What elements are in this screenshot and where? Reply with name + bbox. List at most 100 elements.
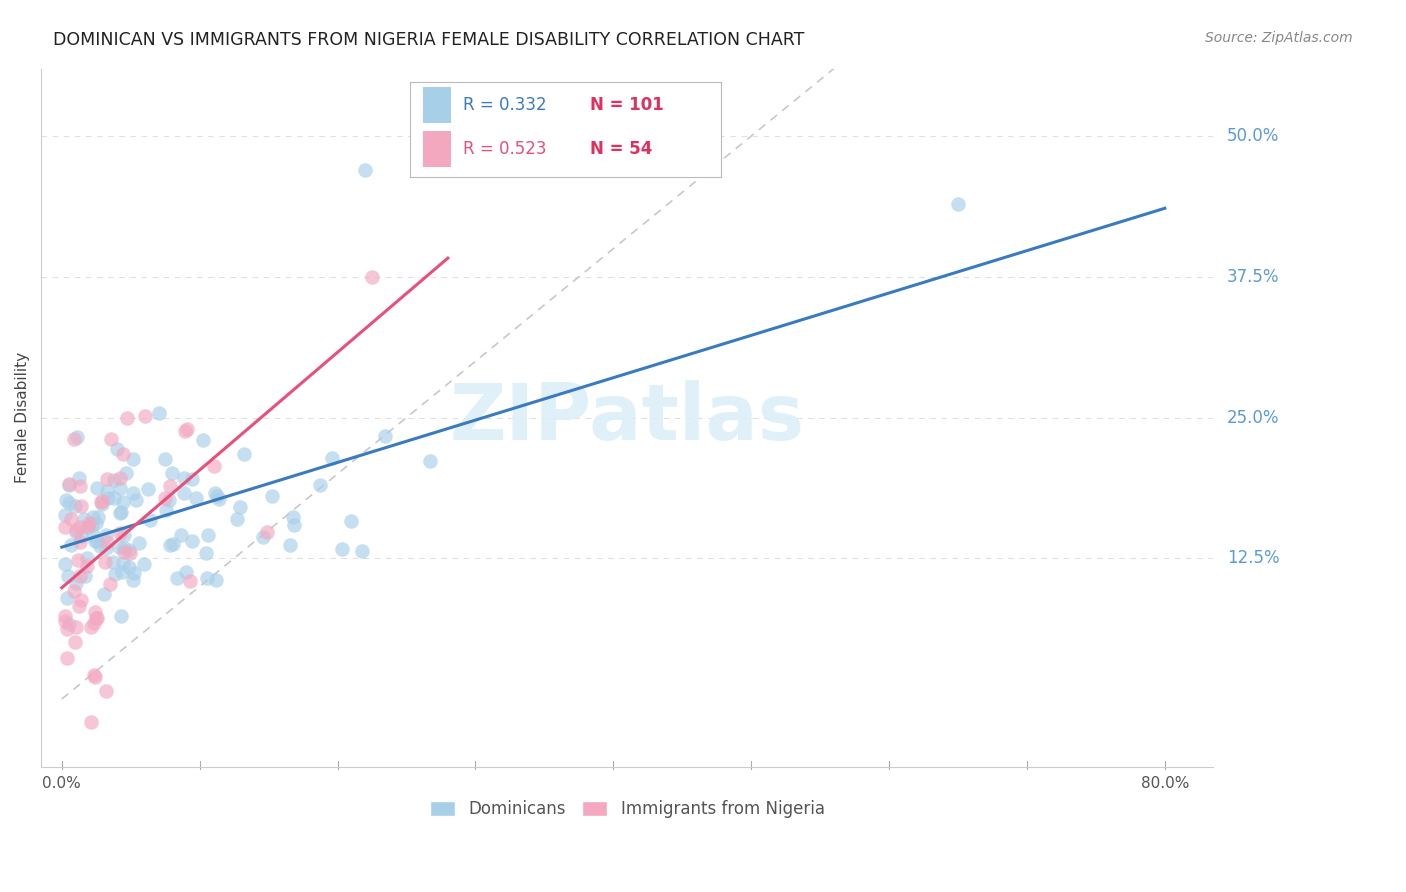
- Point: [65, 523, 87, 537]
- Point: [181, 533, 204, 548]
- Point: [309, 477, 332, 491]
- Point: [128, 536, 150, 550]
- Point: [53, 614, 76, 628]
- Point: [174, 565, 197, 579]
- Point: [91, 497, 114, 511]
- Point: [76, 551, 98, 566]
- Point: [252, 530, 274, 544]
- Point: [63, 584, 86, 599]
- Point: [108, 481, 131, 495]
- Point: [419, 454, 441, 468]
- Point: [283, 517, 305, 532]
- Point: [63, 432, 86, 446]
- Point: [134, 409, 156, 424]
- Text: DOMINICAN VS IMMIGRANTS FROM NIGERIA FEMALE DISABILITY CORRELATION CHART: DOMINICAN VS IMMIGRANTS FROM NIGERIA FEM…: [53, 31, 804, 49]
- Point: [58, 569, 80, 583]
- Point: [110, 609, 132, 624]
- Text: 0.0%: 0.0%: [42, 775, 82, 790]
- Point: [170, 528, 193, 542]
- Point: [96, 528, 118, 542]
- Point: [53, 558, 76, 572]
- Point: [208, 492, 231, 507]
- Point: [111, 556, 134, 570]
- Point: [82, 528, 104, 542]
- Point: [53, 508, 76, 522]
- Point: [96, 472, 118, 486]
- Point: [69, 593, 91, 607]
- Point: [67, 599, 90, 613]
- Point: [86, 534, 108, 549]
- Point: [65, 499, 87, 513]
- Point: [97, 491, 120, 505]
- Point: [83, 533, 105, 548]
- Point: [84, 516, 107, 530]
- Point: [194, 546, 217, 560]
- Point: [153, 452, 176, 467]
- Point: [60, 538, 83, 552]
- Point: [361, 269, 384, 284]
- Point: [87, 510, 110, 524]
- Point: [93, 587, 115, 601]
- Point: [77, 516, 100, 531]
- Text: 12.5%: 12.5%: [1227, 549, 1279, 567]
- Point: [84, 611, 107, 625]
- Point: [86, 611, 108, 625]
- Point: [321, 450, 343, 465]
- Point: [67, 553, 90, 567]
- Point: [110, 526, 132, 541]
- Point: [69, 479, 91, 493]
- Point: [148, 406, 170, 420]
- Point: [70, 529, 93, 543]
- Text: 80.0%: 80.0%: [1140, 775, 1189, 790]
- Point: [94, 555, 117, 569]
- Point: [160, 467, 183, 481]
- Point: [256, 525, 278, 540]
- Point: [65, 525, 87, 540]
- Point: [53, 519, 76, 533]
- Point: [354, 162, 377, 177]
- Point: [115, 411, 138, 425]
- Point: [58, 616, 80, 631]
- Point: [122, 451, 145, 466]
- Point: [112, 545, 135, 559]
- Point: [112, 527, 135, 541]
- Point: [946, 196, 969, 211]
- Point: [166, 571, 188, 585]
- Point: [76, 559, 98, 574]
- Point: [179, 574, 201, 589]
- Point: [112, 541, 135, 555]
- Point: [84, 670, 107, 684]
- Point: [174, 424, 197, 438]
- Point: [162, 537, 184, 551]
- Point: [330, 542, 353, 557]
- Point: [232, 447, 254, 461]
- Point: [107, 442, 129, 456]
- Point: [191, 434, 214, 448]
- Point: [76, 520, 98, 534]
- Point: [80, 517, 103, 532]
- Point: [103, 555, 125, 569]
- Point: [103, 473, 125, 487]
- Point: [63, 634, 86, 648]
- Point: [77, 518, 100, 533]
- Point: [53, 609, 76, 624]
- Point: [159, 479, 181, 493]
- Point: [55, 492, 77, 507]
- Point: [96, 484, 118, 499]
- Point: [67, 470, 90, 484]
- Point: [65, 619, 87, 633]
- Point: [103, 491, 125, 506]
- Point: [340, 514, 363, 528]
- Point: [69, 520, 91, 534]
- Point: [73, 512, 96, 526]
- Point: [125, 493, 148, 508]
- Point: [100, 577, 122, 591]
- Point: [83, 668, 105, 682]
- Point: [100, 432, 122, 446]
- Text: ZIPatlas: ZIPatlas: [450, 379, 804, 456]
- Point: [69, 534, 91, 549]
- Point: [86, 481, 108, 495]
- Point: [84, 605, 107, 619]
- Point: [226, 512, 249, 526]
- Point: [202, 458, 225, 473]
